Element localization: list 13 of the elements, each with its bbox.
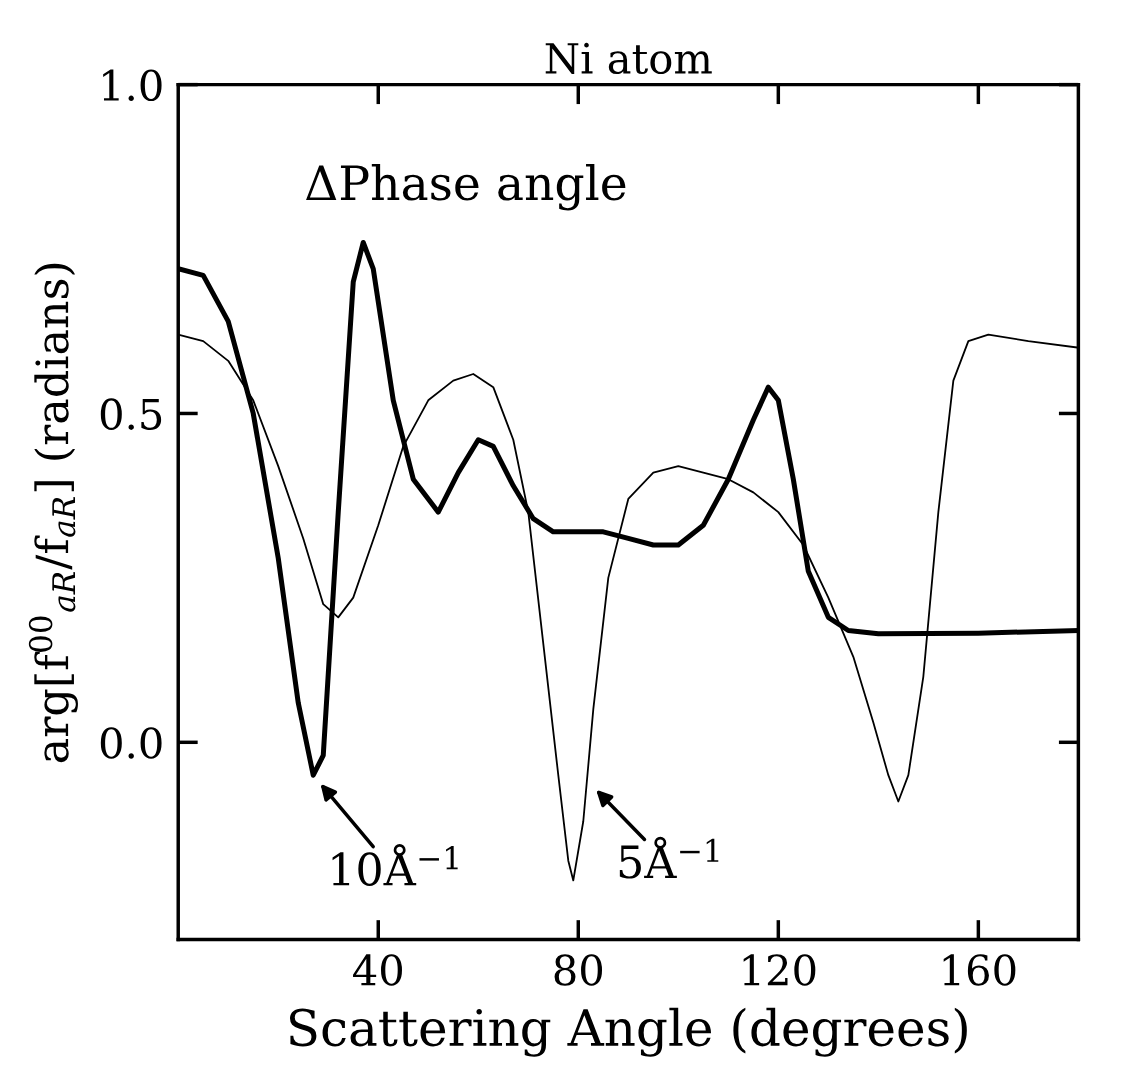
x-tick-label: 160: [943, 954, 1016, 986]
x-tick-label: 120: [743, 954, 816, 986]
y-tick-label: 0.5: [100, 398, 162, 430]
y-tick-label: 0.0: [100, 727, 162, 759]
annotation: ΔPhase angle: [306, 164, 626, 211]
x-tick-label: 80: [554, 954, 603, 986]
annotation: 10Å$^{−1}$: [332, 844, 458, 886]
annotation: 5Å$^{−1}$: [619, 836, 719, 879]
y-axis-title: arg[f$^{00}$$_{aR}$/f$_{aR}$] (radians): [28, 263, 78, 763]
x-tick-label: 40: [353, 954, 402, 986]
y-tick-label: 1.0: [103, 69, 162, 102]
x-axis-title: Scattering Angle (degrees): [290, 1007, 967, 1057]
chart-title: Ni atom: [545, 42, 712, 75]
